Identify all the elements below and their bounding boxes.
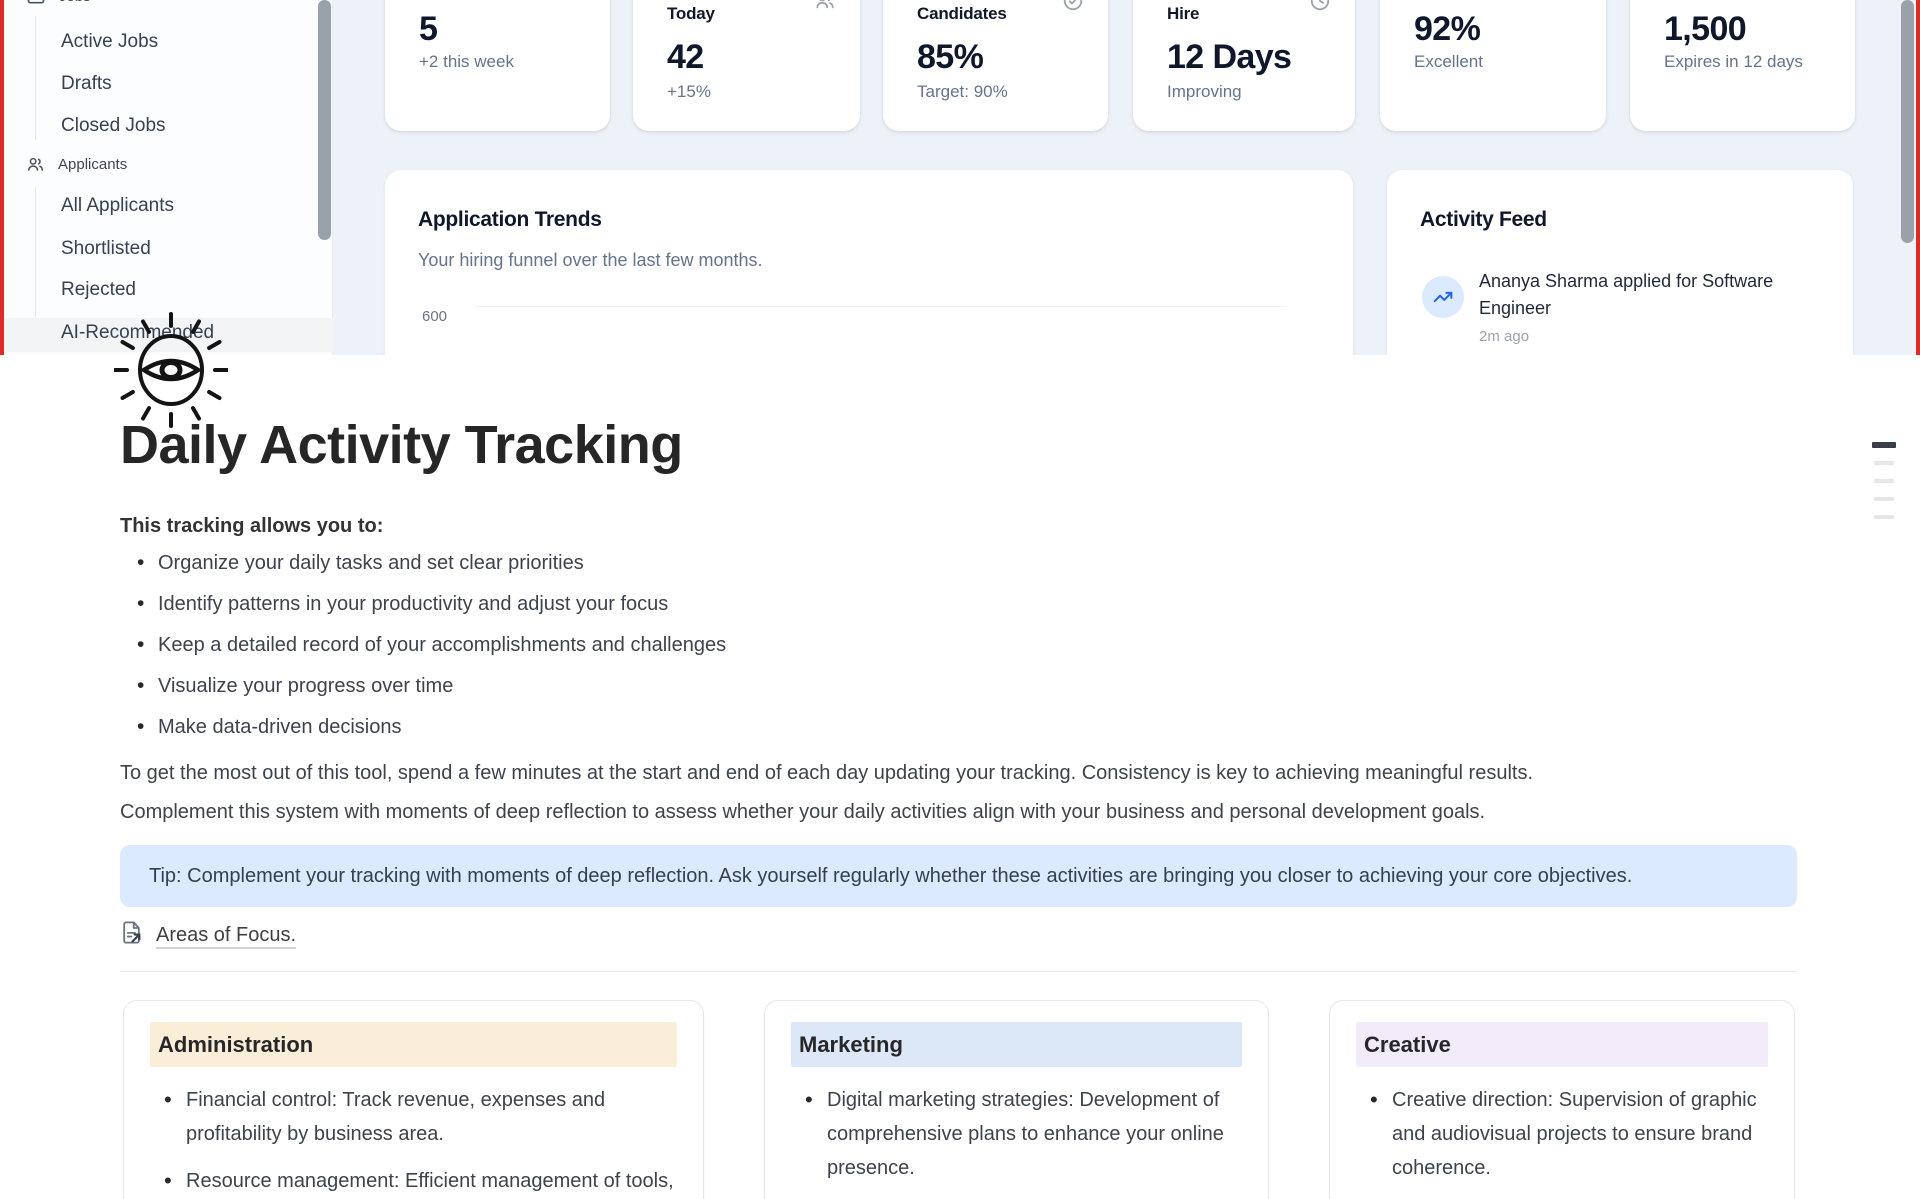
outline-indicator[interactable] <box>1874 479 1894 483</box>
sidebar-section-jobs[interactable]: Jobs <box>26 0 91 6</box>
list-item: Resource management: Efficient managemen… <box>150 1164 677 1199</box>
stat-card-shortlisted-candidates: Candidates 85% Target: 90% <box>883 0 1108 131</box>
stat-value: 5 <box>419 10 438 48</box>
list-item: Digital marketing strategies: Developmen… <box>791 1083 1242 1185</box>
stat-subtext: Improving <box>1167 82 1242 101</box>
indent-guide <box>35 16 36 140</box>
sidebar-item-rejected[interactable]: Rejected <box>61 279 136 300</box>
sidebar-item-shortlisted[interactable]: Shortlisted <box>61 238 151 259</box>
tip-callout: Tip: Complement your tracking with momen… <box>120 845 1797 907</box>
list-item: Organize your daily tasks and set clear … <box>120 550 1620 576</box>
left-red-border <box>0 0 4 355</box>
panel-subtitle: Your hiring funnel over the last few mon… <box>418 250 763 270</box>
application-trends-panel: Application Trends Your hiring funnel ov… <box>385 170 1353 355</box>
sidebar-item-closed-jobs[interactable]: Closed Jobs <box>61 115 166 136</box>
list-item: Identify patterns in your productivity a… <box>120 591 1620 617</box>
activity-feed-panel: Activity Feed Ananya Sharma applied for … <box>1387 170 1853 355</box>
sidebar-scrollbar[interactable] <box>318 0 331 240</box>
creative-card: Creative Creative direction: Supervision… <box>1329 1000 1795 1199</box>
sidebar-item-active-jobs[interactable]: Active Jobs <box>61 31 159 52</box>
stat-card-time-to-hire: Hire 12 Days Improving <box>1133 0 1355 131</box>
stat-subtext: +2 this week <box>419 52 514 71</box>
stat-title: Today <box>667 4 715 23</box>
list-item: Visualize your progress over time <box>120 673 1620 699</box>
stat-title: Candidates <box>917 4 1007 23</box>
feed-item-time: 2m ago <box>1479 328 1530 345</box>
users-icon <box>814 0 836 17</box>
sidebar-item-drafts[interactable]: Drafts <box>61 73 112 94</box>
areas-of-focus-link[interactable]: Areas of Focus. <box>118 919 296 951</box>
list-item: Financial control: Track revenue, expens… <box>150 1083 677 1151</box>
stat-value: 92% <box>1414 10 1481 48</box>
eye-doodle-icon <box>113 297 229 444</box>
card-list: Financial control: Track revenue, expens… <box>150 1083 677 1199</box>
panel-title: Application Trends <box>418 208 602 231</box>
sidebar: Jobs Active Jobs Drafts Closed Jobs Appl… <box>4 0 333 355</box>
card-heading: Marketing <box>791 1022 1242 1067</box>
stat-card-offer-rate: 92% Excellent <box>1380 0 1606 131</box>
sidebar-item-all-applicants[interactable]: All Applicants <box>61 195 175 216</box>
right-red-border <box>1916 0 1920 355</box>
outline-indicator[interactable] <box>1874 497 1894 501</box>
card-list: Creative direction: Supervision of graph… <box>1356 1083 1768 1199</box>
card-heading: Administration <box>150 1022 677 1067</box>
stat-card-applications-today: Today 42 +15% <box>633 0 860 131</box>
stat-subtext: Target: 90% <box>917 82 1008 101</box>
card-heading: Creative <box>1356 1022 1768 1067</box>
stat-card-active-jobs: 5 +2 this week <box>385 0 610 131</box>
briefcase-icon <box>26 0 46 6</box>
sidebar-section-label: Applicants <box>58 156 128 173</box>
clock-icon <box>1309 0 1331 17</box>
sidebar-section-label: Jobs <box>59 0 91 5</box>
page-scrollbar[interactable] <box>1901 0 1914 243</box>
list-item: Make data-driven decisions <box>120 714 1620 740</box>
administration-card: Administration Financial control: Track … <box>123 1000 704 1199</box>
link-label: Areas of Focus. <box>156 923 297 946</box>
sidebar-section-applicants[interactable]: Applicants <box>26 155 127 174</box>
outline-indicator-active[interactable] <box>1872 442 1896 448</box>
chart-gridline <box>476 306 1286 307</box>
outline-indicator[interactable] <box>1874 515 1894 519</box>
daily-activity-document: Daily Activity Tracking This tracking al… <box>0 355 1920 1199</box>
list-item: Keep a detailed record of your accomplis… <box>120 632 1620 658</box>
y-axis-tick-label: 600 <box>422 308 448 325</box>
stat-value: 1,500 <box>1664 10 1747 48</box>
paragraph: Complement this system with moments of d… <box>120 801 1486 823</box>
indent-guide <box>35 186 36 346</box>
stat-subtext: +15% <box>667 82 711 101</box>
page-link-icon <box>118 919 145 951</box>
trending-up-icon <box>1422 276 1464 318</box>
page-title: Daily Activity Tracking <box>120 415 683 475</box>
stat-subtext: Excellent <box>1414 52 1483 71</box>
tip-text: Tip: Complement your tracking with momen… <box>149 864 1633 887</box>
intro-heading: This tracking allows you to: <box>120 515 384 537</box>
stat-value: 12 Days <box>1167 38 1292 76</box>
divider <box>120 971 1797 972</box>
card-list: Digital marketing strategies: Developmen… <box>791 1083 1242 1199</box>
focus-areas-row: Administration Financial control: Track … <box>123 1000 1795 1199</box>
outline-indicator[interactable] <box>1874 461 1894 465</box>
recruiting-dashboard: Jobs Active Jobs Drafts Closed Jobs Appl… <box>0 0 1920 355</box>
stat-card-credits: 1,500 Expires in 12 days <box>1630 0 1855 131</box>
stat-value: 85% <box>917 38 984 76</box>
marketing-card: Marketing Digital marketing strategies: … <box>764 1000 1269 1199</box>
stat-title: Hire <box>1167 4 1200 23</box>
stat-subtext: Expires in 12 days <box>1664 52 1803 71</box>
users-icon <box>26 155 45 174</box>
feed-item-text: Ananya Sharma applied for Software Engin… <box>1479 271 1774 318</box>
check-circle-icon <box>1062 0 1084 17</box>
stat-value: 42 <box>667 38 704 76</box>
list-item: Creative direction: Supervision of graph… <box>1356 1083 1768 1185</box>
benefit-list: Organize your daily tasks and set clear … <box>120 550 1620 756</box>
panel-title: Activity Feed <box>1420 208 1547 231</box>
paragraph: To get the most out of this tool, spend … <box>120 762 1534 784</box>
